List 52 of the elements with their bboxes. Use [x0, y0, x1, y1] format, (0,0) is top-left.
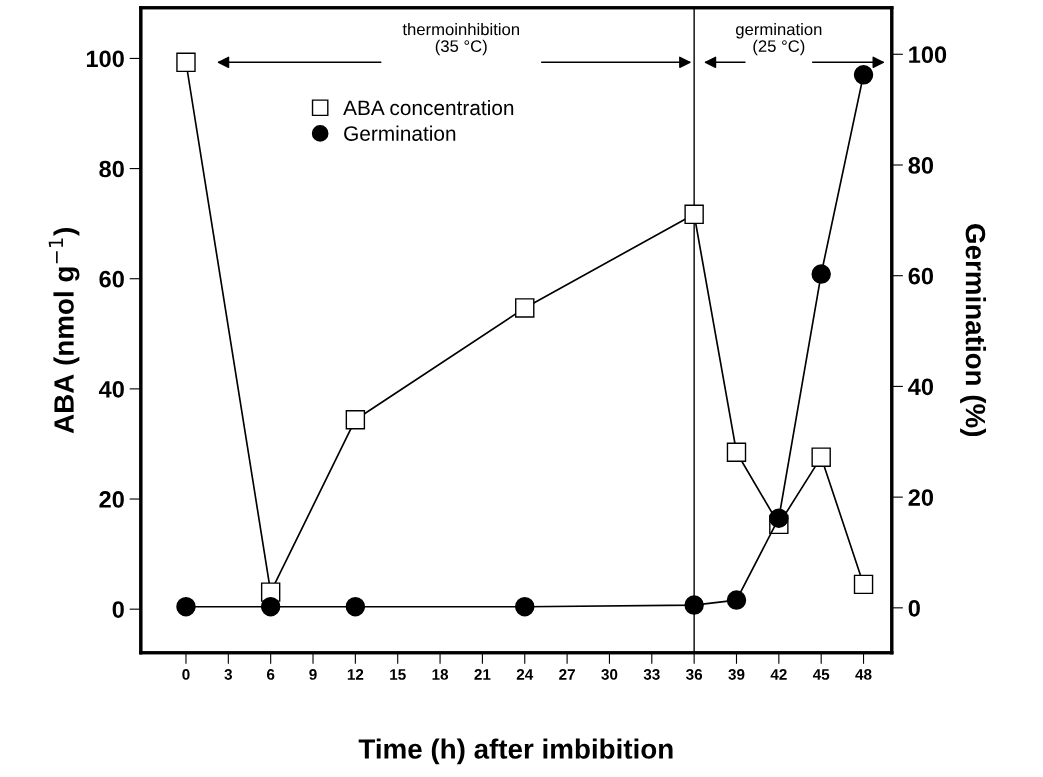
x-axis-title: Time (h) after imbibition: [358, 738, 673, 765]
y2-axis-title: Germination (%): [960, 224, 987, 437]
x-tick-label: 42: [770, 669, 787, 680]
annotation: thermoinhibition (35 °C): [402, 23, 519, 56]
point: [176, 52, 196, 73]
point: [811, 447, 831, 467]
point: [176, 597, 196, 617]
point: [345, 409, 366, 430]
annotation: germination (25 °C): [736, 23, 822, 56]
x-tick-label: 33: [643, 669, 660, 680]
x-tick-label: 36: [686, 669, 703, 680]
x-tick-label: 12: [347, 669, 364, 680]
point: [726, 590, 747, 610]
x-tick-label: 48: [855, 669, 872, 680]
y2-tick-label: 40: [908, 378, 934, 396]
point: [853, 65, 874, 85]
y-tick-label: 0: [112, 601, 124, 618]
point: [345, 597, 366, 617]
x-tick-label: 18: [432, 669, 449, 680]
y-tick-label: 60: [99, 270, 124, 288]
point: [726, 442, 747, 462]
legend-label: Germination: [344, 125, 456, 141]
x-tick-label: 3: [224, 669, 233, 680]
x-tick-label: 21: [474, 669, 491, 680]
y2-tick-label: 20: [908, 489, 934, 506]
x-tick-label: 24: [516, 669, 534, 680]
point: [853, 574, 874, 595]
x-tick-label: 0: [182, 669, 190, 680]
point: [684, 204, 704, 225]
y2-tick-label: 0: [908, 599, 920, 617]
y-tick-label: 100: [86, 50, 124, 68]
x-tick-label: 9: [309, 669, 317, 680]
point: [260, 597, 281, 617]
y-axis-title: ABA (nmol g$^{−1}$): [48, 228, 80, 434]
y2-tick-label: 60: [908, 267, 934, 285]
legend-label: ABA concentration: [343, 99, 514, 116]
point: [769, 508, 789, 528]
point: [684, 595, 704, 615]
x-tick-label: 45: [812, 669, 830, 680]
x-tick-label: 6: [266, 669, 275, 680]
x-tick-label: 39: [728, 669, 745, 680]
x-tick-label: 30: [601, 669, 618, 680]
y-tick-label: 20: [99, 491, 124, 508]
y2-tick-label: 80: [908, 157, 934, 174]
x-tick-label: 27: [559, 669, 575, 680]
y-tick-label: 40: [98, 380, 124, 398]
point: [515, 597, 535, 617]
x-tick-label: 15: [390, 669, 406, 680]
y2-tick-label: 100: [909, 46, 947, 64]
y-tick-label: 80: [99, 160, 124, 178]
point: [811, 264, 831, 284]
point: [515, 298, 535, 318]
